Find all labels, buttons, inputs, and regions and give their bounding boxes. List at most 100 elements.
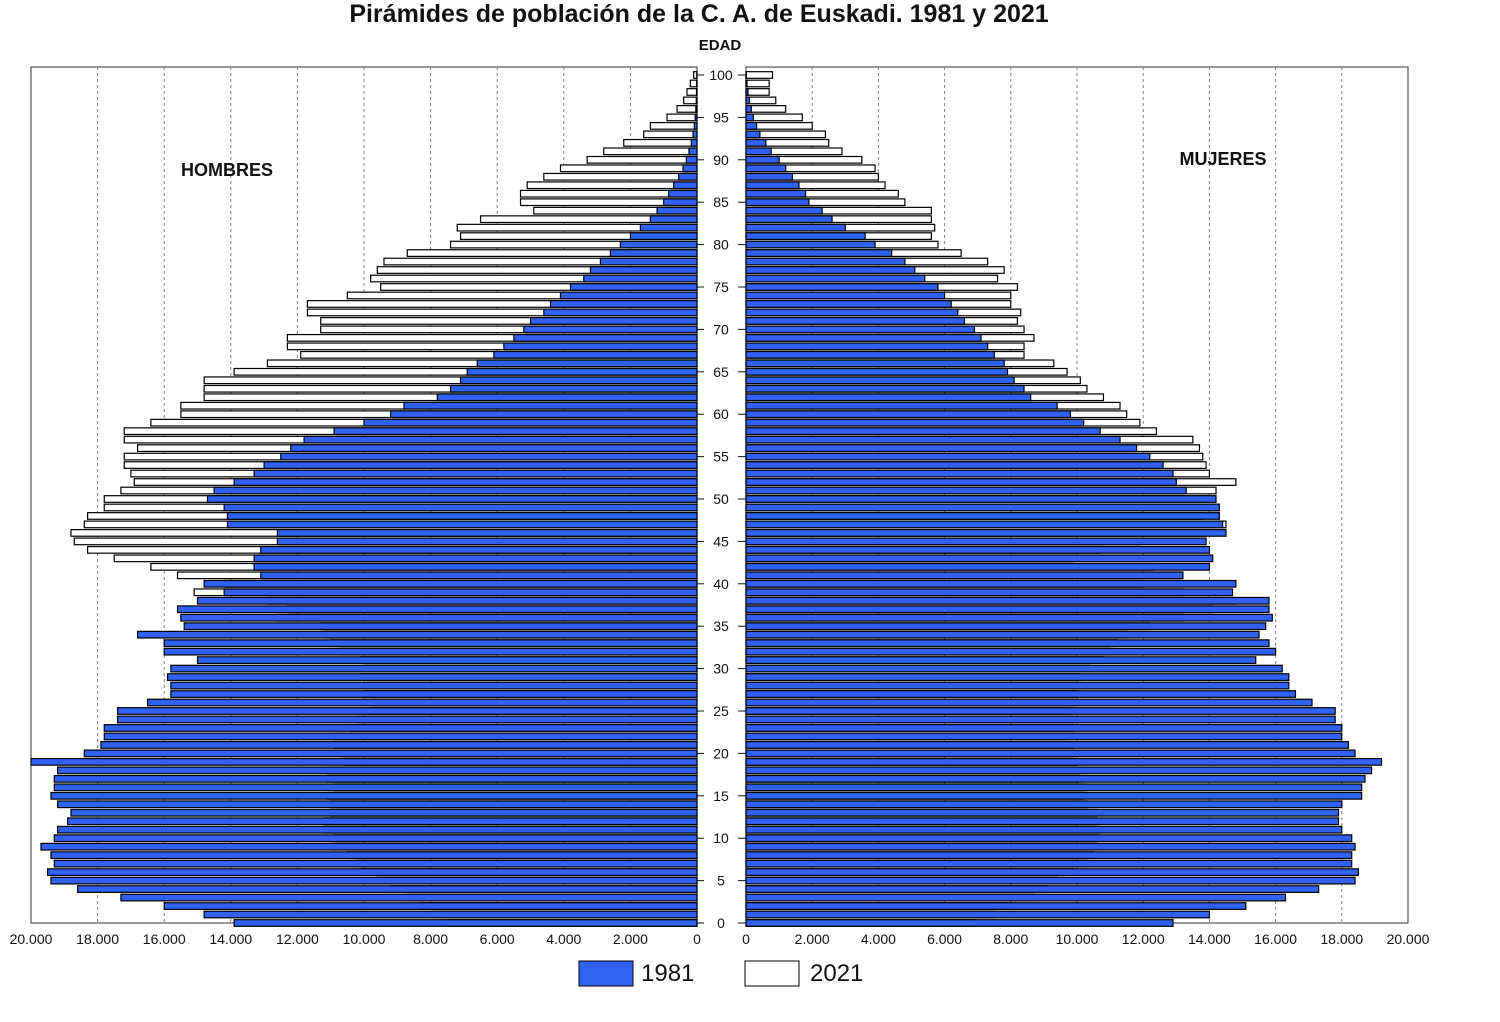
bar-1981-mujeres-age-15 [745,791,1363,800]
bar-1981-hombres-age-68 [503,342,698,351]
age-tick-label: 90 [713,152,729,168]
legend-label-1981: 1981 [641,960,694,987]
bar-1981-mujeres-age-30 [745,664,1283,673]
bar-2021-mujeres-age-95 [745,113,803,122]
bar-1981-hombres-age-86 [668,189,698,198]
bar-2021-mujeres-age-100 [745,71,774,79]
bar-2021-hombres-age-94 [649,121,698,130]
bar-1981-mujeres-age-20 [745,749,1356,758]
bar-2021-hombres-age-93 [643,130,698,139]
bar-1981-hombres-age-50 [206,495,698,503]
bar-1981-hombres-age-23 [103,724,698,732]
bar-1981-hombres-age-96 [695,105,698,113]
bar-1981-hombres-age-30 [170,664,698,673]
bar-1981-hombres-age-78 [599,257,698,266]
bar-1981-hombres-age-92 [690,138,698,147]
bar-1981-mujeres-age-89 [745,164,787,173]
bar-1981-hombres-age-16 [53,783,698,792]
bar-2021-hombres-age-90 [586,155,698,164]
bar-1981-hombres-age-81 [629,232,698,241]
x-tick-label-left: 8.000 [413,931,448,947]
bar-1981-hombres-age-5 [50,876,698,885]
age-ticks: 0 5 10 15 20 25 30 35 40 45 50 55 60 65 70 75 80 85 90 95 10… [697,67,746,931]
bar-1981-mujeres-age-0 [745,919,1174,927]
mujeres-label: MUJERES [1179,149,1266,169]
bar-1981-hombres-age-1 [203,910,698,919]
bar-1981-mujeres-age-96 [745,105,752,113]
bar-1981-hombres-age-19 [30,757,698,766]
bar-1981-mujeres-age-41 [745,571,1184,580]
bar-2021-hombres-age-89 [559,164,698,173]
bar-1981-mujeres-age-45 [745,537,1207,546]
age-tick-label: 75 [713,279,729,295]
x-tick-label-left: 16.000 [143,931,186,947]
bar-1981-hombres-age-47 [226,520,698,529]
age-tick-label: 25 [713,703,729,719]
bar-1981-hombres-age-17 [53,774,698,783]
bar-1981-hombres-age-53 [253,469,698,478]
grid-lines [97,67,1343,923]
bar-1981-hombres-age-2 [163,902,698,910]
bar-2021-hombres-age-95 [666,113,698,122]
bar-1981-hombres-age-97 [695,96,698,105]
bar-1981-hombres-age-73 [549,300,698,308]
age-tick-label: 45 [713,533,729,549]
bar-2021-hombres-age-91 [603,147,698,156]
bar-1981-hombres-age-46 [276,529,698,537]
bar-1981-mujeres-age-7 [745,859,1353,868]
age-tick-label: 10 [713,830,729,846]
bar-1981-hombres-age-21 [100,741,698,749]
bar-1981-mujeres-age-70 [745,325,975,334]
age-tick-label: 85 [713,194,729,210]
x-tick-label-left: 18.000 [76,931,119,947]
bar-1981-hombres-age-9 [40,842,698,851]
bar-2021-mujeres-age-96 [745,105,787,113]
bar-2021-hombres-age-98 [686,88,698,96]
x-tick-label-right: 12.000 [1122,931,1165,947]
bar-2021-hombres-age-87 [526,181,698,190]
bar-1981-mujeres-age-24 [745,715,1336,724]
age-tick-label: 35 [713,618,729,634]
bar-1981-hombres-age-35 [183,622,698,631]
bar-1981-hombres-age-10 [53,834,698,843]
age-tick-label: 60 [713,406,729,422]
bar-1981-mujeres-age-12 [745,817,1340,826]
bar-2021-mujeres-age-99 [745,79,770,88]
bar-1981-mujeres-age-14 [745,800,1343,809]
bar-1981-mujeres-age-36 [745,613,1273,622]
bar-1981-mujeres-age-68 [745,342,989,351]
legend: 1981 2021 [578,960,863,987]
bar-1981-mujeres-age-88 [745,172,793,181]
bar-1981-mujeres-age-8 [745,851,1353,860]
legend-label-2021: 2021 [810,960,863,987]
bar-1981-mujeres-age-28 [745,681,1290,690]
bar-1981-mujeres-age-92 [745,138,767,147]
x-tick-label-left: 20.000 [10,931,53,947]
bar-1981-mujeres-age-49 [745,503,1220,512]
bar-1981-hombres-age-4 [77,885,698,893]
bar-1981-mujeres-age-98 [745,88,749,96]
bar-2021-mujeres-age-98 [745,88,770,96]
bar-1981-mujeres-age-31 [745,656,1257,665]
bar-1981-hombres-age-89 [682,164,698,173]
age-tick-label: 5 [717,873,725,889]
bar-1981-hombres-age-69 [513,333,698,342]
age-tick-label: 55 [713,449,729,465]
bar-1981-mujeres-age-90 [745,155,780,164]
bar-1981-hombres-age-44 [260,545,698,554]
bar-1981-hombres-age-87 [673,181,698,190]
bar-1981-hombres-age-11 [57,825,698,834]
bar-1981-mujeres-age-55 [745,452,1151,461]
age-tick-label: 95 [713,109,729,125]
bar-1981-hombres-age-83 [649,215,698,224]
bar-1981-hombres-age-64 [459,376,698,385]
bar-1981-mujeres-age-6 [745,868,1359,877]
bar-1981-hombres-age-42 [253,562,698,571]
bar-1981-mujeres-age-67 [745,350,995,359]
bar-1981-mujeres-age-34 [745,630,1260,639]
bar-1981-hombres-age-88 [678,172,698,181]
bar-1981-hombres-age-66 [476,359,698,368]
bar-1981-hombres-age-38 [196,596,698,605]
bar-1981-mujeres-age-48 [745,512,1220,520]
x-tick-label-right: 4.000 [861,931,896,947]
